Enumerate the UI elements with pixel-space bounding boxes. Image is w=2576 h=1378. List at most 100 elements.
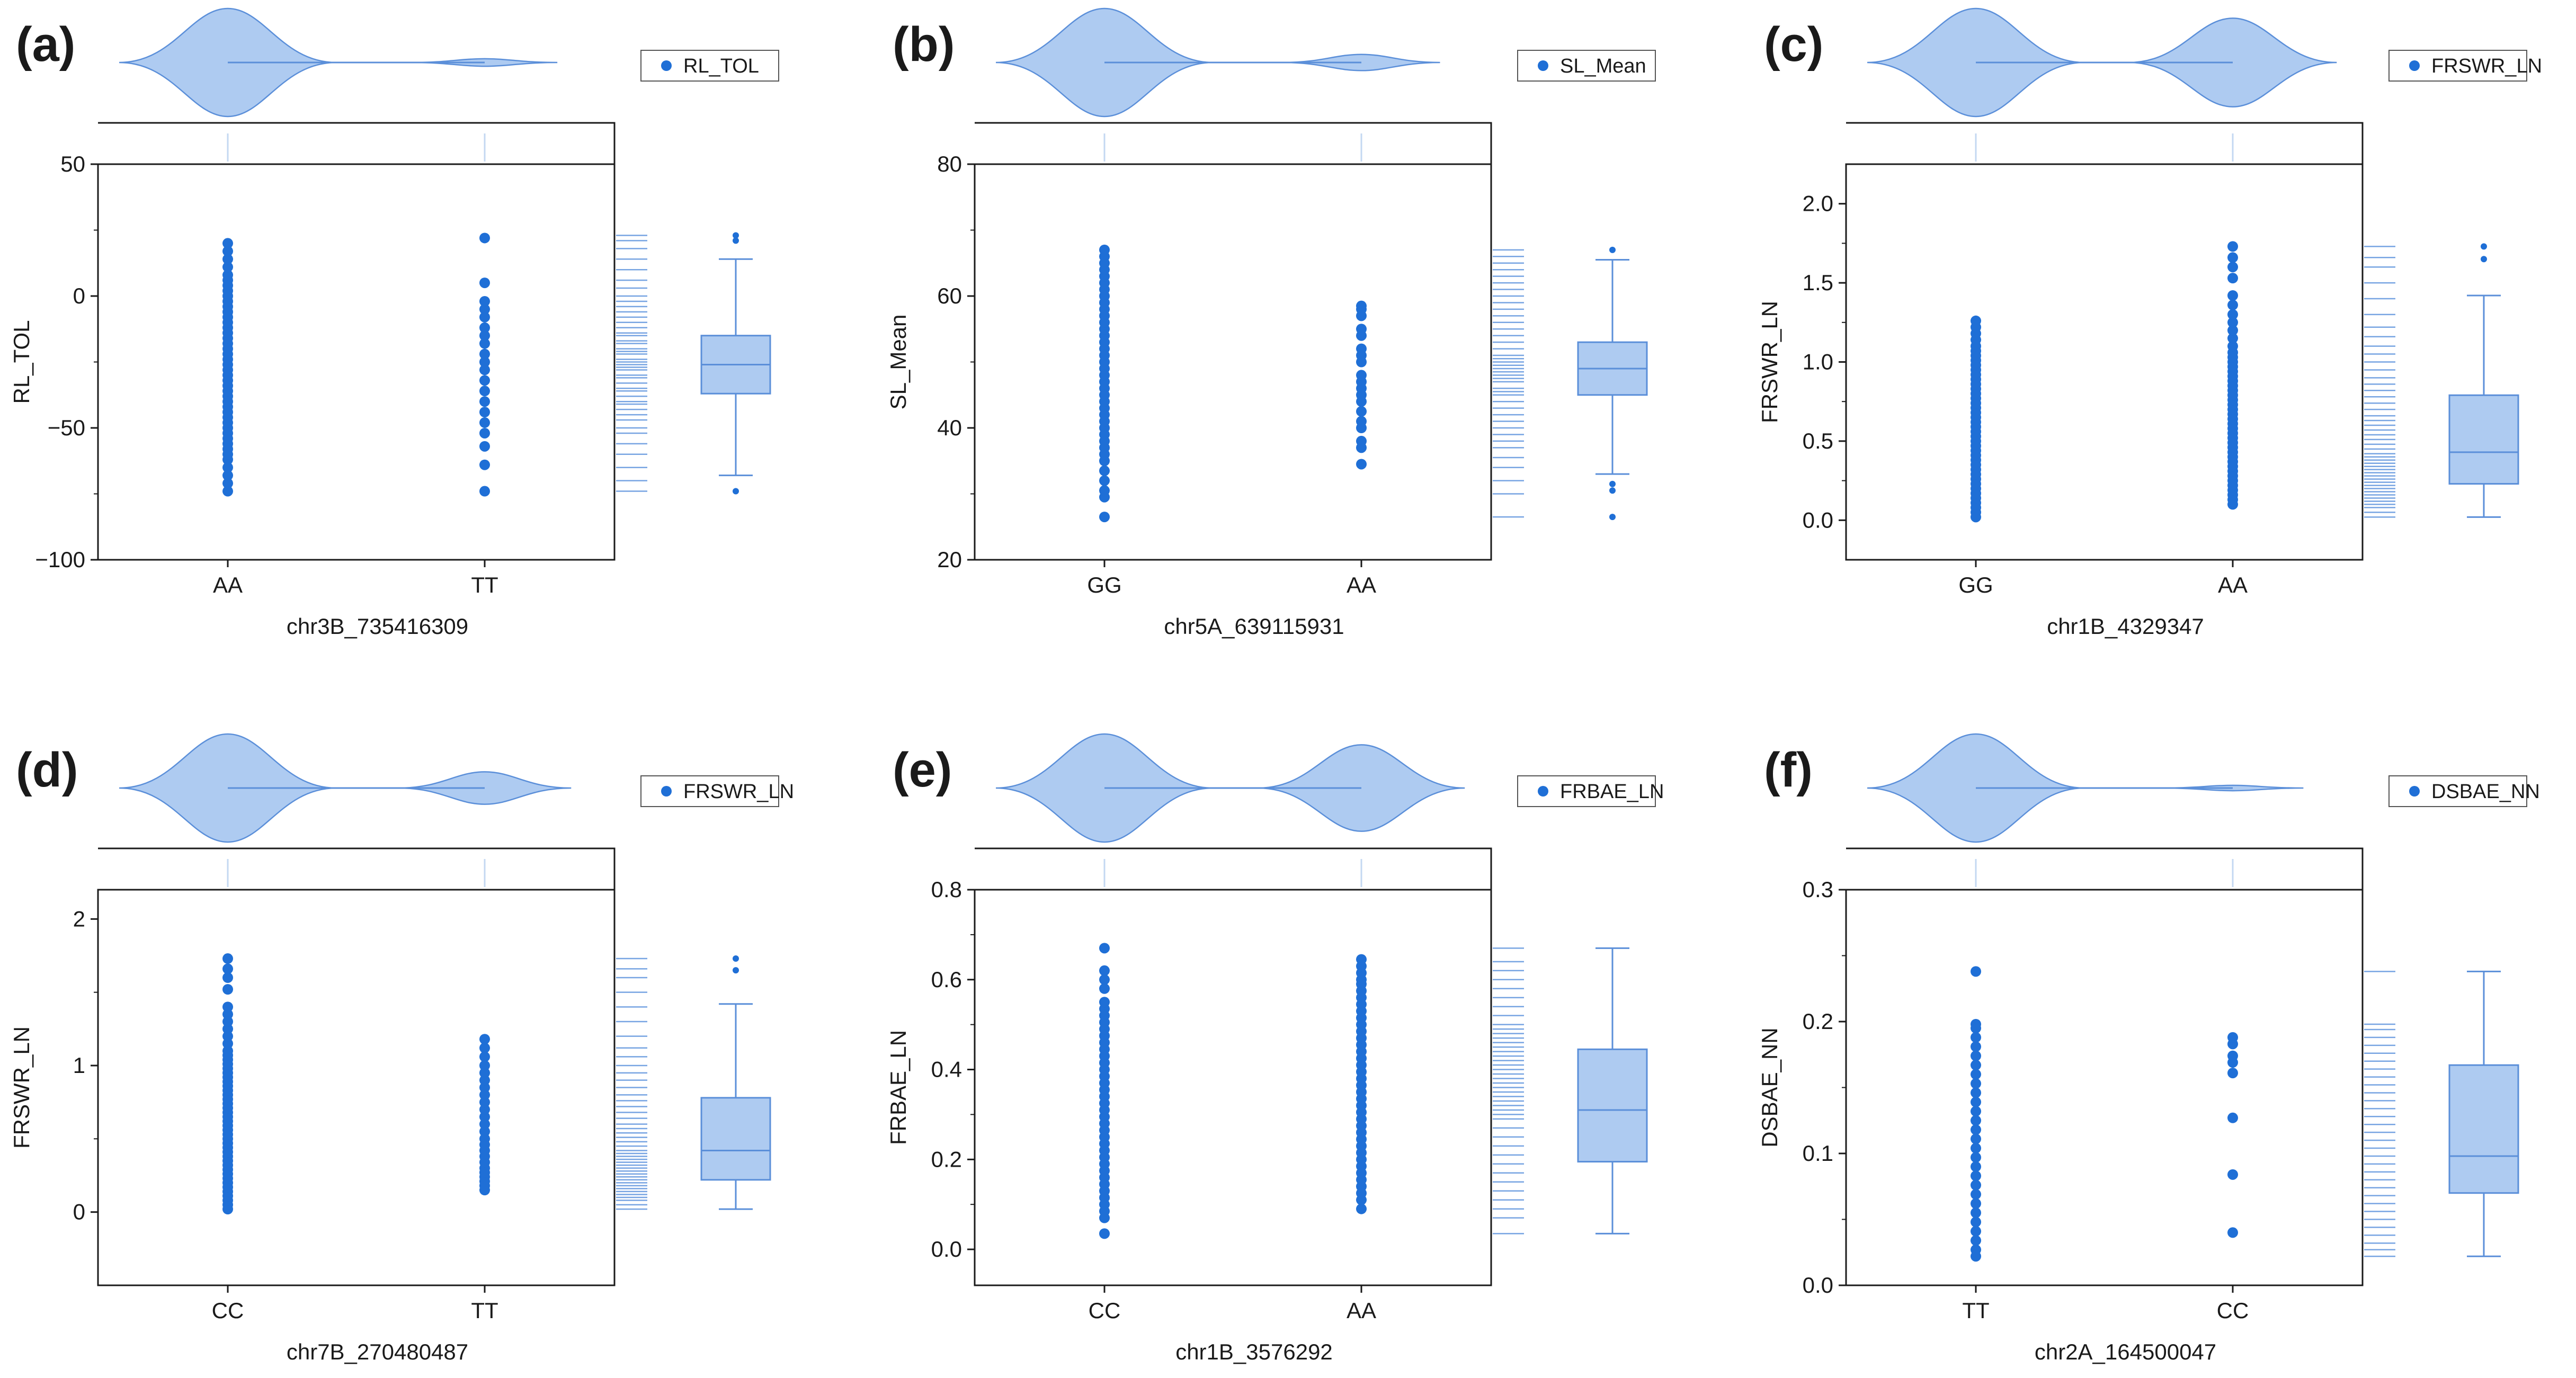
x-tick-label-AA: AA (1347, 572, 1376, 597)
data-point-TT (1971, 1189, 1981, 1200)
data-point-TT (1971, 1050, 1981, 1061)
data-point-AA (2227, 309, 2238, 320)
data-point-TT (479, 356, 490, 368)
y-tick-label: 0.0 (1803, 507, 1833, 532)
legend-label: DSBAE_NN (2431, 781, 2540, 803)
plot-frame (1845, 889, 2364, 1286)
y-tick-label: 1 (73, 1053, 85, 1078)
data-point-AA (222, 470, 233, 481)
box-outlier (733, 237, 739, 244)
data-point-TT (479, 486, 490, 497)
top-margin-frame (1846, 847, 2364, 890)
data-point-CC (222, 1031, 233, 1042)
data-point-AA (2227, 252, 2238, 263)
box-outlier (1609, 480, 1616, 487)
data-point-CC (1099, 1228, 1110, 1239)
data-point-AA (2227, 241, 2238, 252)
panel-letter: (d) (16, 743, 78, 797)
data-point-TT (1971, 1133, 1981, 1144)
box-iqr (1577, 1048, 1648, 1163)
data-point-TT (1971, 1225, 1981, 1237)
plot-frame (97, 889, 616, 1286)
data-point-TT (479, 417, 490, 428)
data-point-CC (222, 984, 233, 995)
data-point-CC (222, 1009, 233, 1020)
data-point-CC (2227, 1050, 2238, 1061)
y-tick-label: 0.4 (931, 1057, 962, 1082)
x-tick-label-TT: TT (471, 572, 498, 597)
data-point-AA (2227, 333, 2238, 344)
data-point-TT (479, 322, 490, 333)
y-tick-label: 50 (60, 151, 85, 176)
data-point-TT (479, 375, 490, 386)
data-point-AA (222, 270, 233, 281)
y-tick-label: 0 (73, 1200, 85, 1224)
data-point-AA (2227, 325, 2238, 336)
data-point-TT (479, 364, 490, 375)
x-axis-title: chr1B_3576292 (1175, 1339, 1333, 1364)
y-axis-title: FRBAE_LN (886, 1030, 911, 1145)
panel-letter: (a) (16, 17, 75, 71)
data-point-AA (222, 238, 233, 249)
x-tick-label-GG: GG (1087, 572, 1121, 597)
data-point-AA (2227, 317, 2238, 328)
data-point-TT (479, 303, 490, 315)
top-margin-frame (975, 847, 1492, 890)
legend-marker (1538, 60, 1548, 71)
data-point-TT (1971, 1078, 1981, 1089)
y-tick-label: 40 (937, 415, 962, 440)
box-outlier (733, 232, 739, 239)
data-point-AA (1356, 459, 1367, 470)
data-point-GG (1099, 485, 1110, 496)
data-point-TT (479, 1042, 490, 1053)
legend-label: SL_Mean (1560, 55, 1646, 77)
data-point-TT (1971, 1087, 1981, 1098)
box-iqr (700, 1097, 771, 1181)
y-tick-label: 2.0 (1803, 191, 1833, 216)
x-tick-label-CC: CC (212, 1298, 244, 1323)
data-point-AA (222, 262, 233, 273)
data-point-TT (1971, 1170, 1981, 1182)
top-margin-frame (98, 122, 616, 164)
data-point-CC (2227, 1227, 2238, 1238)
data-point-TT (479, 407, 490, 418)
legend-marker (2409, 786, 2420, 797)
data-point-TT (1971, 1216, 1981, 1228)
y-tick-label: 20 (937, 547, 962, 572)
data-point-AA (222, 254, 233, 265)
y-tick-label: 0.5 (1803, 428, 1833, 453)
data-point-TT (479, 1082, 490, 1093)
data-point-TT (1971, 1179, 1981, 1191)
top-margin-frame (1846, 122, 2364, 164)
data-point-TT (1971, 1244, 1981, 1255)
data-point-AA (2227, 341, 2238, 352)
data-point-TT (479, 1075, 490, 1086)
data-point-TT (479, 232, 490, 244)
data-point-TT (479, 1051, 490, 1062)
data-point-CC (222, 963, 233, 974)
x-axis-title: chr5A_639115931 (1164, 614, 1344, 639)
data-point-TT (479, 396, 490, 407)
data-point-TT (479, 296, 490, 307)
y-axis-title: FRSWR_LN (9, 1026, 34, 1149)
x-axis-title: chr1B_4329347 (2047, 614, 2204, 639)
x-axis-title: chr7B_270480487 (287, 1339, 468, 1364)
data-point-CC (222, 1016, 233, 1027)
legend-marker (661, 60, 672, 71)
data-point-TT (479, 1067, 490, 1078)
legend-label: RL_TOL (683, 55, 759, 77)
data-point-TT (479, 441, 490, 452)
top-margin-frame (98, 847, 616, 890)
data-point-CC (2227, 1169, 2238, 1180)
box-iqr (2448, 1064, 2519, 1194)
y-axis-title: SL_Mean (886, 315, 911, 410)
y-tick-label: 0.3 (1803, 877, 1833, 902)
data-point-GG (1099, 475, 1110, 486)
data-point-TT (1971, 1124, 1981, 1135)
data-point-AA (222, 246, 233, 257)
data-point-GG (1099, 244, 1110, 255)
chart-panel-c: (c) FRSWR_LN 0.0 0.5 1.0 1.5 2.0 GG AA chr1B_4329… (1757, 7, 2542, 639)
x-tick-label-GG: GG (1958, 572, 1993, 597)
data-point-CC (2227, 1112, 2238, 1123)
